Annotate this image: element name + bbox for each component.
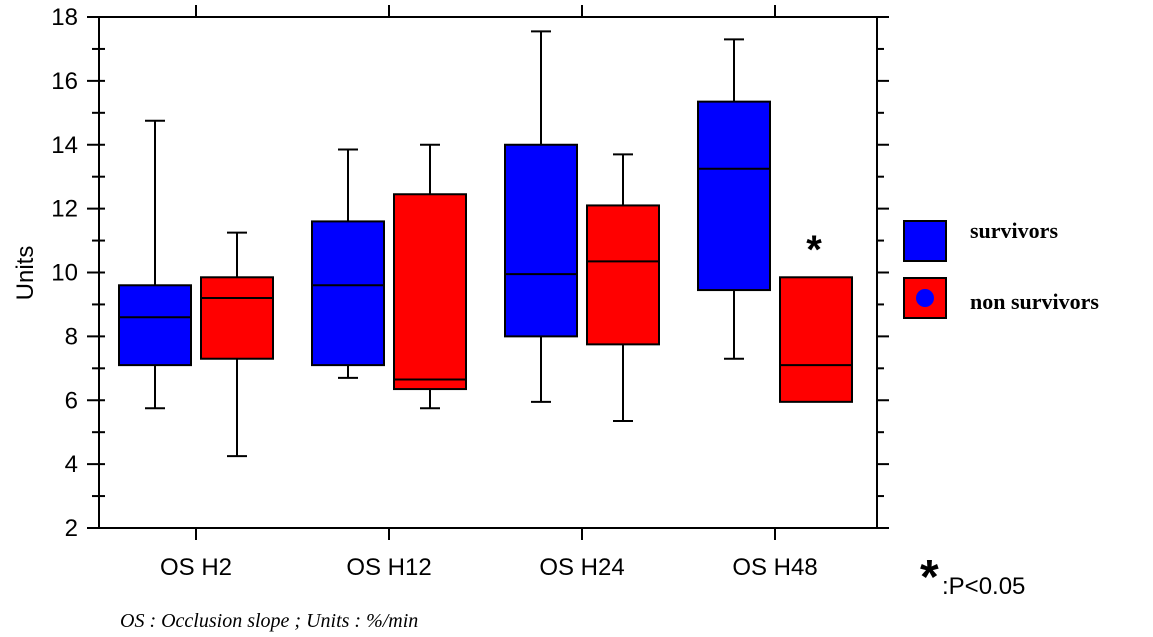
y-axis-label: Units — [12, 246, 39, 301]
box-iqr — [393, 193, 467, 391]
x-tick-label: OS H24 — [539, 554, 624, 581]
chart-caption: OS : Occlusion slope ; Units : %/min — [120, 610, 418, 632]
box-survivors — [118, 119, 192, 410]
box-iqr — [118, 284, 192, 367]
significance-note: :P<0.05 — [942, 573, 1025, 600]
box-iqr — [200, 276, 274, 360]
y-tick-label: 6 — [65, 387, 78, 414]
x-tick-labels: OS H2 OS H12 OS H24 OS H48 — [160, 554, 818, 581]
box-non-survivors — [393, 143, 467, 410]
legend-swatch-survivors — [903, 220, 947, 262]
box-iqr — [779, 276, 853, 403]
box-series — [118, 30, 853, 458]
box-iqr — [504, 143, 578, 338]
y-tick-label: 2 — [65, 515, 78, 542]
legend-label-survivors: survivors — [970, 218, 1058, 243]
y-tick-label: 8 — [65, 323, 78, 350]
box-iqr — [311, 220, 385, 367]
legend: survivors non survivors — [903, 218, 1099, 319]
box-survivors — [311, 148, 385, 379]
significance-star: * — [806, 228, 822, 272]
legend-label-non-survivors: non survivors — [970, 289, 1099, 314]
significance-note-star: * — [920, 551, 939, 604]
y-tick-label: 4 — [65, 451, 78, 478]
box-survivors — [504, 30, 578, 403]
box-non-survivors — [586, 153, 660, 423]
y-tick-label: 10 — [51, 260, 78, 287]
y-tick-label: 18 — [51, 4, 78, 31]
box-survivors — [697, 38, 771, 360]
legend-dot-icon — [916, 289, 934, 307]
y-tick-label: 14 — [51, 132, 78, 159]
y-tick-label: 16 — [51, 68, 78, 95]
x-tick-label: OS H2 — [160, 554, 232, 581]
box-iqr — [586, 204, 660, 346]
box-non-survivors — [779, 276, 853, 403]
axis-ticks — [87, 5, 889, 540]
y-tick-labels: 2 4 6 8 10 12 14 16 18 — [51, 4, 78, 542]
box-non-survivors — [200, 231, 274, 458]
y-tick-label: 12 — [51, 196, 78, 223]
x-tick-label: OS H12 — [346, 554, 431, 581]
box-iqr — [697, 100, 771, 292]
x-tick-label: OS H48 — [732, 554, 817, 581]
